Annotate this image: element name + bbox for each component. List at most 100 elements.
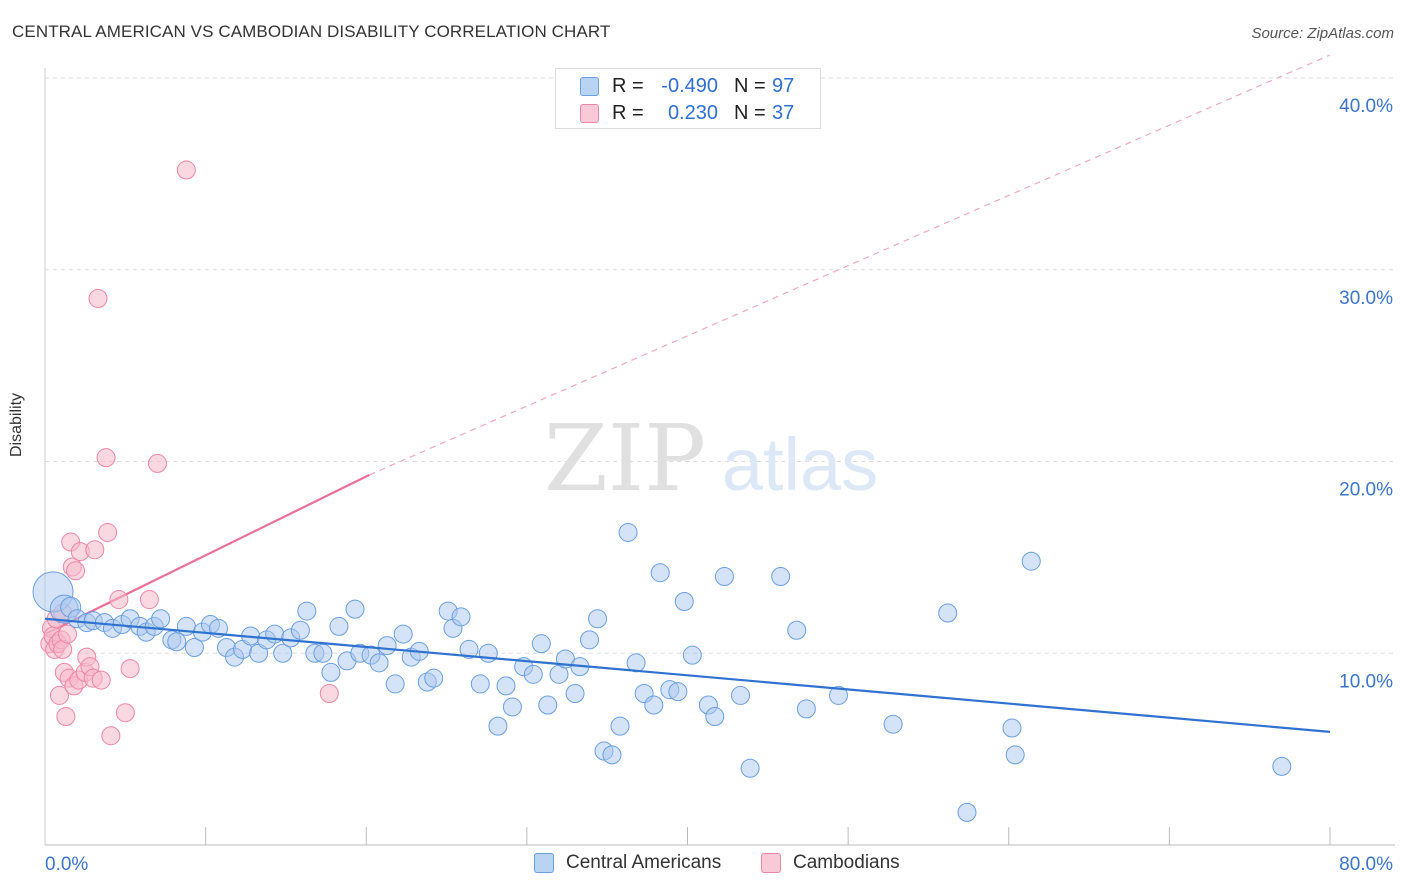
cambodian-point — [176, 160, 196, 180]
central-american-point — [313, 643, 333, 663]
x-tick-label: 80.0% — [1339, 854, 1393, 875]
cambodian-point — [91, 670, 111, 690]
central-american-point — [618, 522, 638, 542]
y-axis-label: Disability — [8, 392, 25, 457]
chart-title: CENTRAL AMERICAN VS CAMBODIAN DISABILITY… — [12, 22, 611, 41]
cambodian-point — [96, 448, 116, 468]
central-american-point — [151, 609, 171, 629]
central-american-point — [771, 567, 791, 587]
legend-label: Central Americans — [566, 852, 722, 873]
correlation-legend: R = -0.490 N = 97 R = 0.230 N = 37 — [555, 68, 821, 129]
legend-n-label: N = — [734, 75, 766, 97]
legend-row-central-americans: R = -0.490 N = 97 — [556, 74, 820, 100]
central-american-point — [828, 685, 848, 705]
central-american-point — [1272, 756, 1292, 776]
central-american-point — [731, 685, 751, 705]
cambodian-point — [88, 289, 108, 309]
central-american-point — [478, 643, 498, 663]
legend-label: Cambodians — [793, 852, 900, 873]
central-american-point — [488, 716, 508, 736]
central-american-point — [297, 601, 317, 621]
central-american-point — [369, 653, 389, 673]
central-american-point — [424, 668, 444, 688]
central-american-point — [167, 632, 187, 652]
pink-swatch — [580, 104, 599, 123]
pink-swatch — [761, 853, 781, 873]
y-tick-label: 30.0% — [1339, 288, 1393, 309]
axes — [44, 68, 1395, 846]
legend-r-value: 0.230 — [667, 102, 718, 124]
cambodian-point — [101, 726, 121, 746]
central-american-point — [345, 599, 365, 619]
central-american-point — [796, 699, 816, 719]
x-tick-label: 0.0% — [45, 854, 88, 875]
central-american-point — [674, 591, 694, 611]
legend-n-value: 97 — [772, 75, 795, 97]
blue-swatch — [534, 853, 554, 873]
central-american-point — [451, 607, 471, 627]
y-tick-label: 40.0% — [1339, 96, 1393, 117]
central-american-point — [938, 603, 958, 623]
trend-lines — [44, 54, 1331, 636]
central-american-point — [273, 643, 293, 663]
central-american-point — [1021, 551, 1041, 571]
central-american-point — [714, 567, 734, 587]
central-american-point — [523, 664, 543, 684]
central-american-point — [538, 695, 558, 715]
series-legend: Central Americans Cambodians — [0, 852, 1406, 878]
central-americans-points — [32, 522, 1331, 822]
central-american-point — [1005, 745, 1025, 765]
cambodian-point — [115, 703, 135, 723]
source-label: Source: ZipAtlas.com — [1251, 25, 1394, 42]
central-american-point — [459, 639, 479, 659]
cambodian-point — [85, 540, 105, 560]
central-american-point — [385, 674, 405, 694]
cambodian-point — [147, 453, 167, 473]
cambodians-points — [40, 160, 339, 746]
cambodians-trend-extension — [369, 54, 1331, 476]
y-tick-labels: 10.0% 20.0% 30.0% 40.0% — [1339, 96, 1393, 692]
y-tick-label: 10.0% — [1339, 671, 1393, 692]
cambodian-point — [120, 659, 140, 679]
cambodians-trend-line — [44, 473, 370, 636]
central-american-point — [740, 758, 760, 778]
central-american-point — [787, 620, 807, 640]
central-american-point — [290, 620, 310, 640]
central-american-point — [580, 630, 600, 650]
central-american-point — [184, 637, 204, 657]
cambodian-point — [66, 561, 86, 581]
x-tick-labels: 0.0% 80.0% — [45, 854, 1393, 875]
watermark-atlas: atlas — [722, 423, 878, 506]
cambodian-point — [319, 684, 339, 704]
central-american-point — [668, 682, 688, 702]
watermark-zip: ZIP — [544, 405, 706, 512]
central-american-point — [377, 636, 397, 656]
cambodian-point — [57, 624, 77, 644]
central-american-point — [1002, 718, 1022, 738]
central-american-point — [650, 563, 670, 583]
central-american-point — [321, 662, 341, 682]
central-american-point — [588, 609, 608, 629]
central-americans-trend-line — [44, 617, 1331, 733]
central-american-point — [496, 676, 516, 696]
legend-r-value: -0.490 — [661, 75, 718, 97]
central-american-point — [957, 802, 977, 822]
watermark: ZIP atlas — [544, 405, 878, 512]
central-american-point — [531, 634, 551, 654]
y-tick-label: 20.0% — [1339, 480, 1393, 501]
legend-r-label: R = — [612, 75, 644, 97]
central-american-point — [393, 624, 413, 644]
central-american-point — [565, 684, 585, 704]
legend-r-label: R = — [612, 102, 644, 124]
legend-n-value: 37 — [772, 102, 795, 124]
central-american-point — [682, 645, 702, 665]
central-american-point — [502, 697, 522, 717]
central-american-point — [602, 745, 622, 765]
central-american-point — [644, 695, 664, 715]
central-american-point — [705, 707, 725, 727]
legend-n-label: N = — [734, 102, 766, 124]
cambodian-point — [49, 685, 69, 705]
cambodian-point — [56, 707, 76, 727]
gridlines — [45, 77, 1395, 654]
